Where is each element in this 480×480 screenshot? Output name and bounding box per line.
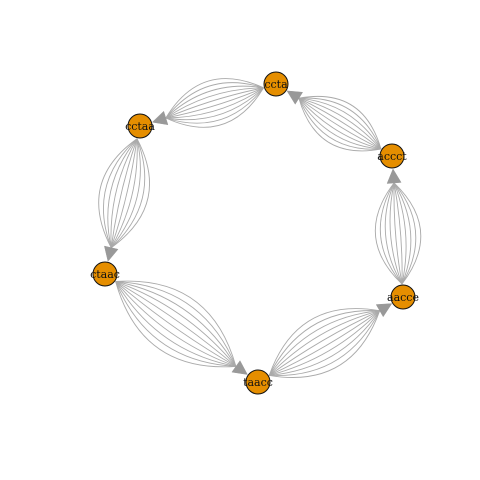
edge-ccta-to-cctaa-9 — [165, 82, 264, 119]
edge-ctaac-to-taacc-1 — [115, 280, 237, 367]
edge-ctaac-to-taacc-3 — [115, 281, 237, 367]
edge-aacce-to-accct-4 — [389, 182, 403, 285]
node-label-taacc: taacc — [243, 376, 273, 389]
edge-ccta-to-cctaa-1 — [165, 87, 264, 128]
edge-accct-to-ccta-2 — [298, 98, 382, 150]
edge-accct-to-ccta-7 — [298, 97, 382, 150]
edge-accct-to-ccta-1 — [298, 98, 382, 152]
node-taacc: taacc — [243, 369, 273, 395]
edge-ccta-to-cctaa-3 — [165, 87, 264, 121]
edge-ctaac-to-taacc-9 — [115, 281, 236, 367]
edge-ccta-to-cctaa-10 — [165, 78, 264, 119]
edge-aacce-to-accct-9 — [393, 182, 417, 285]
node-circle-ccta — [263, 71, 289, 97]
node-label-aacce: aacce — [387, 291, 419, 304]
edge-taacc-to-aacce-9 — [269, 310, 381, 376]
edge-ccta-to-cctaa-2 — [165, 87, 264, 124]
arrowhead-ccta-to-cctaa — [151, 110, 169, 126]
edge-ctaac-to-taacc-4 — [115, 281, 237, 367]
edge-taacc-to-aacce-7 — [269, 310, 381, 376]
node-cctaa: cctaa — [125, 113, 155, 139]
edge-cctaa-to-ctaac-1 — [110, 138, 150, 249]
edge-aacce-to-accct-1 — [374, 182, 403, 285]
edge-ctaac-to-taacc-6 — [115, 281, 237, 367]
arrowhead-taacc-to-aacce — [375, 303, 393, 318]
edge-accct-to-ccta-3 — [298, 97, 382, 150]
edge-ctaac-to-taacc-2 — [115, 281, 237, 367]
edge-ctaac-to-taacc-7 — [115, 281, 237, 367]
node-ctaac: ctaac — [90, 261, 120, 287]
node-circle-cctaa — [127, 113, 153, 139]
edge-accct-to-ccta-10 — [298, 95, 382, 150]
edge-taacc-to-aacce-2 — [268, 310, 380, 376]
edge-aacce-to-accct-2 — [379, 182, 403, 285]
edge-cctaa-to-ctaac-10 — [98, 138, 138, 248]
edge-cctaa-to-ctaac-2 — [110, 138, 146, 249]
edge-taacc-to-aacce-5 — [268, 310, 380, 376]
edge-ctaac-to-taacc-10 — [115, 281, 236, 368]
edges-layer — [98, 78, 422, 378]
edge-taacc-to-aacce-4 — [268, 310, 380, 376]
edge-aacce-to-accct-5 — [393, 182, 403, 285]
edge-ccta-to-cctaa-4 — [165, 87, 264, 119]
edge-accct-to-ccta-5 — [298, 97, 382, 150]
edge-cctaa-to-ctaac-4 — [110, 138, 138, 248]
edge-taacc-to-aacce-1 — [268, 308, 380, 376]
edge-ccta-to-cctaa-6 — [165, 87, 264, 119]
nodes-layer: ccta cctaa ctaac taacc aacce accct — [90, 71, 419, 395]
edge-taacc-to-aacce-6 — [269, 310, 380, 376]
edge-aacce-to-accct-6 — [393, 182, 403, 285]
arrowhead-cctaa-to-ctaac — [104, 245, 119, 262]
arrowhead-ctaac-to-taacc — [231, 360, 248, 375]
node-circle-taacc — [245, 369, 271, 395]
edge-cctaa-to-ctaac-6 — [110, 138, 138, 248]
edge-accct-to-ccta-6 — [298, 97, 382, 150]
edge-accct-to-ccta-8 — [298, 97, 382, 150]
edge-ctaac-to-taacc-8 — [115, 281, 236, 367]
node-circle-accct — [379, 143, 405, 169]
arrowhead-accct-to-ccta — [286, 90, 304, 105]
node-label-ctaac: ctaac — [90, 268, 120, 281]
edge-ccta-to-cctaa-5 — [165, 87, 264, 119]
node-accct: accct — [377, 143, 407, 169]
edge-taacc-to-aacce-8 — [269, 310, 381, 376]
edge-taacc-to-aacce-3 — [268, 310, 380, 376]
edge-aacce-to-accct-7 — [393, 182, 407, 285]
edge-ccta-to-cctaa-7 — [165, 87, 264, 119]
node-circle-ctaac — [92, 261, 118, 287]
node-circle-aacce — [390, 284, 416, 310]
node-label-accct: accct — [377, 150, 407, 163]
edge-cctaa-to-ctaac-7 — [110, 138, 138, 248]
node-label-ccta: ccta — [264, 78, 288, 91]
edge-accct-to-ccta-9 — [298, 97, 382, 150]
edge-aacce-to-accct-8 — [393, 182, 412, 285]
edge-ctaac-to-taacc-5 — [115, 281, 237, 367]
edge-ccta-to-cctaa-8 — [165, 85, 264, 119]
edge-cctaa-to-ctaac-3 — [110, 138, 141, 248]
node-aacce: aacce — [387, 284, 419, 310]
edge-taacc-to-aacce-10 — [269, 310, 381, 378]
node-ccta: ccta — [263, 71, 289, 97]
edge-aacce-to-accct-10 — [393, 182, 422, 285]
edge-cctaa-to-ctaac-5 — [110, 138, 138, 248]
node-label-cctaa: cctaa — [125, 120, 155, 133]
edge-aacce-to-accct-3 — [384, 182, 403, 285]
edge-cctaa-to-ctaac-9 — [102, 138, 138, 248]
arrowhead-aacce-to-accct — [386, 168, 402, 184]
edge-cctaa-to-ctaac-8 — [107, 138, 138, 248]
edge-accct-to-ccta-4 — [298, 97, 382, 150]
